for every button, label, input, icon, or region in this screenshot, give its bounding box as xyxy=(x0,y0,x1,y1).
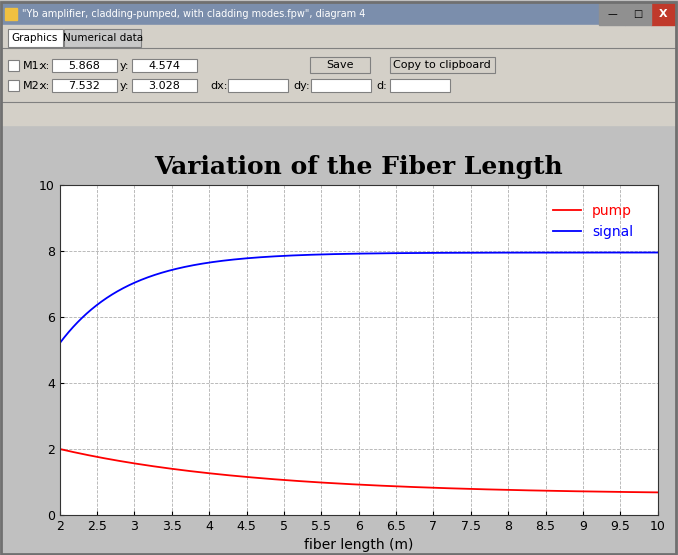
FancyBboxPatch shape xyxy=(8,29,63,47)
Text: "Yb amplifier, cladding-pumped, with cladding modes.fpw", diagram 4: "Yb amplifier, cladding-pumped, with cla… xyxy=(22,9,365,19)
Text: M2:: M2: xyxy=(23,81,43,91)
pump xyxy=(92,453,100,460)
Bar xyxy=(311,79,371,92)
Text: 4.574: 4.574 xyxy=(148,61,180,71)
signal xyxy=(418,250,426,256)
pump xyxy=(437,485,445,491)
Text: dy:: dy: xyxy=(293,81,310,91)
Text: M1:: M1: xyxy=(23,61,43,71)
pump xyxy=(403,483,411,490)
Text: dx:: dx: xyxy=(210,81,227,91)
Bar xyxy=(8,60,19,71)
Title: Variation of the Fiber Length: Variation of the Fiber Length xyxy=(155,155,563,179)
Text: 7.532: 7.532 xyxy=(68,81,100,91)
Text: —: — xyxy=(607,9,617,19)
pump xyxy=(56,446,64,452)
signal xyxy=(437,250,445,256)
Bar xyxy=(625,2,651,25)
Text: □: □ xyxy=(633,9,643,19)
Text: y:: y: xyxy=(120,81,129,91)
Line: signal: signal xyxy=(60,253,658,344)
Text: 5.868: 5.868 xyxy=(68,61,100,71)
signal xyxy=(403,250,411,256)
FancyBboxPatch shape xyxy=(310,57,370,73)
Text: y:: y: xyxy=(120,61,129,71)
FancyBboxPatch shape xyxy=(64,29,141,47)
Bar xyxy=(8,80,19,91)
signal xyxy=(56,340,64,347)
Bar xyxy=(2,25,676,125)
Text: d:: d: xyxy=(376,81,386,91)
signal xyxy=(509,249,517,256)
Bar xyxy=(390,79,450,92)
Text: Numerical data: Numerical data xyxy=(63,33,143,43)
Bar xyxy=(52,79,117,92)
Text: 3.028: 3.028 xyxy=(148,81,180,91)
signal xyxy=(570,249,578,256)
Bar xyxy=(5,8,17,20)
FancyBboxPatch shape xyxy=(390,57,495,73)
pump xyxy=(418,484,426,491)
Text: Save: Save xyxy=(326,60,354,70)
Line: pump: pump xyxy=(60,449,658,492)
Bar xyxy=(651,2,676,25)
Text: X: X xyxy=(659,9,667,19)
Text: Graphics: Graphics xyxy=(12,33,58,43)
signal xyxy=(654,249,662,256)
signal xyxy=(92,302,100,309)
Bar xyxy=(132,59,197,72)
Bar xyxy=(132,79,197,92)
X-axis label: fiber length (m): fiber length (m) xyxy=(304,538,414,552)
pump xyxy=(654,489,662,496)
Bar xyxy=(2,2,676,25)
Text: Copy to clipboard: Copy to clipboard xyxy=(393,60,491,70)
Text: x:: x: xyxy=(40,81,50,91)
Bar xyxy=(52,59,117,72)
pump xyxy=(509,487,517,493)
pump xyxy=(570,488,578,495)
Legend: pump, signal: pump, signal xyxy=(548,198,639,244)
Bar xyxy=(228,79,288,92)
Bar xyxy=(599,2,625,25)
Text: x:: x: xyxy=(40,61,50,71)
